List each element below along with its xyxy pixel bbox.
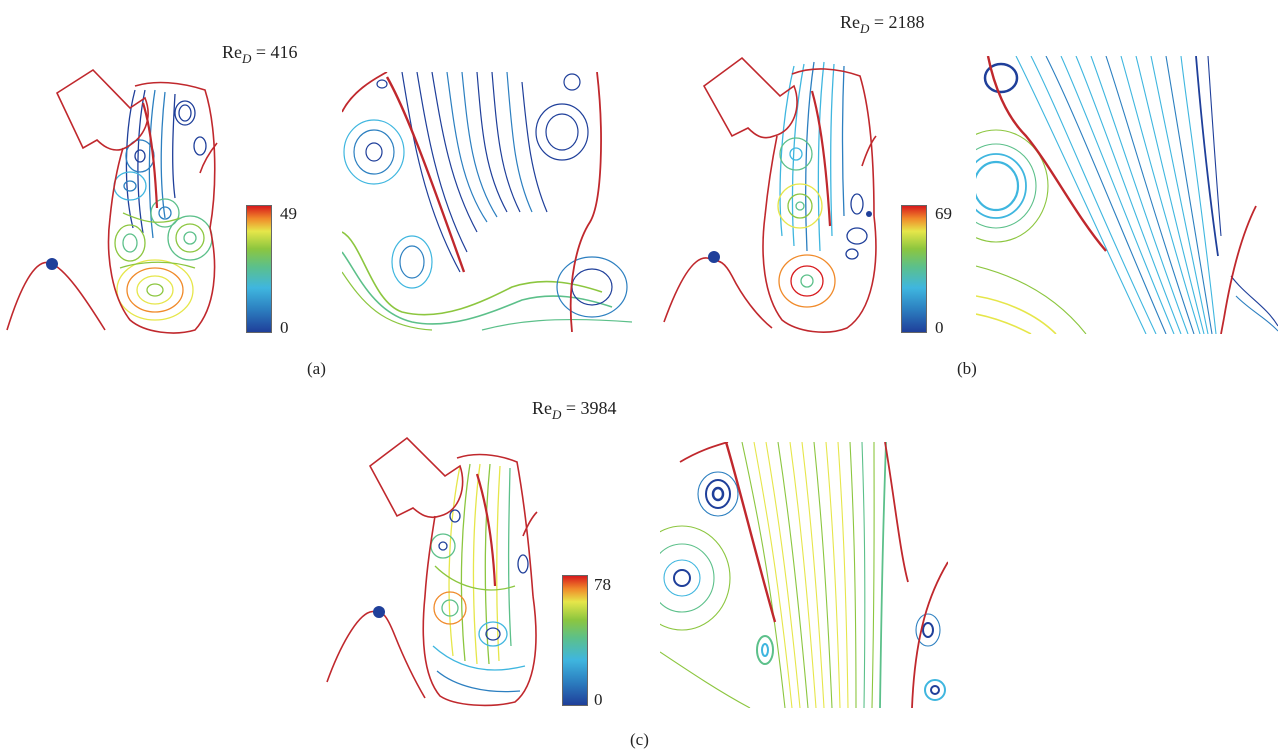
colorbar-min-a: 0 <box>280 318 289 337</box>
colorbar-min-c: 0 <box>594 690 603 709</box>
caption-b: (b) <box>957 359 977 378</box>
caption-a: (a) <box>307 359 326 378</box>
heart-streamlines-b <box>663 56 877 333</box>
reynolds-label-a: ReD = 416 <box>222 42 298 66</box>
colorbar-c <box>562 575 588 706</box>
heart-streamlines-c <box>326 436 538 707</box>
colorbar-max-a: 49 <box>280 204 297 223</box>
heart-streamlines-a <box>6 68 218 334</box>
colorbar-max-b: 69 <box>935 204 952 223</box>
colorbar-a <box>246 205 272 333</box>
caption-c: (c) <box>630 730 649 749</box>
zoom-streamlines-a <box>342 72 632 332</box>
reynolds-label-c: ReD = 3984 <box>532 398 617 422</box>
reynolds-label-b: ReD = 2188 <box>840 12 925 36</box>
colorbar-max-c: 78 <box>594 575 611 594</box>
zoom-streamlines-c <box>660 442 948 708</box>
colorbar-b <box>901 205 927 333</box>
colorbar-min-b: 0 <box>935 318 944 337</box>
zoom-streamlines-b <box>976 56 1278 334</box>
